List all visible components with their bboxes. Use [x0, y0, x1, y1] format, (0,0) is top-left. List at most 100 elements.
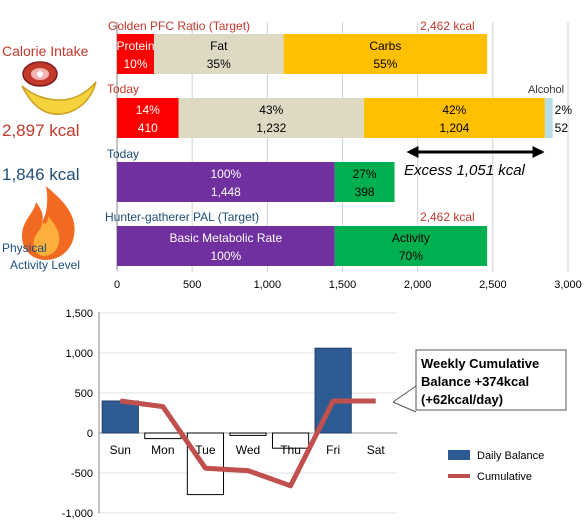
daily-balance-bar-sun [101, 400, 139, 434]
row1-title: Golden PFC Ratio (Target) [108, 19, 250, 33]
bottom-y-tick-label: -1,000 [62, 508, 93, 520]
daily-balance-bar-fri [314, 347, 352, 434]
row1-bars: Protein 10% Fat 35% Carbs 55% [116, 34, 488, 74]
row4-segment-activity [334, 226, 488, 266]
row1-segment-pct: 55% [373, 57, 397, 71]
row4-segment-pct: 100% [210, 249, 241, 263]
row2-segment-value: 52 [555, 121, 569, 135]
row3-title: Today [107, 147, 139, 161]
row2-segment-value: 1,232 [256, 121, 286, 135]
calorie-bar-chart: Golden PFC Ratio (Target) 2,462 kcal Pro… [105, 19, 582, 291]
bottom-y-tick-label: 500 [75, 388, 93, 400]
row2-segment-pct: 14% [136, 103, 160, 117]
activity-title-line1: Physical [2, 241, 47, 255]
meat-and-banana-icon [21, 61, 97, 115]
top-x-tick-label: 0 [114, 279, 120, 291]
bottom-chart-x-labels: Sun Mon Tue Wed Thu Fri Sat [110, 443, 386, 457]
bottom-chart-gridlines [99, 312, 397, 514]
row2-segment-protein [117, 98, 179, 138]
top-x-tick-label: 2,500 [479, 279, 507, 291]
row2-segment-pct: 42% [442, 103, 466, 117]
callout-pointer [392, 385, 417, 403]
row2-segment-fat [178, 98, 364, 138]
row3-segment-value: 398 [355, 185, 375, 199]
row2-bars: 14% 410 43% 1,232 42% 1,204 2% 52 [117, 98, 572, 138]
excess-arrow-head-left [406, 146, 419, 158]
row1-segment-name: Fat [210, 39, 228, 53]
row3-segment-bmr [117, 162, 335, 202]
row1-segment-protein [117, 34, 154, 74]
expenditure-value: 1,846 kcal [2, 165, 80, 184]
excess-annotation: Excess 1,051 kcal [404, 146, 545, 179]
callout-line3: (+62kcal/day) [421, 392, 503, 407]
row1-segment-pct: 35% [207, 57, 231, 71]
row2-segment-value: 1,204 [439, 121, 469, 135]
legend-swatch-daily-balance [448, 450, 470, 460]
x-label-tue: Tue [195, 443, 216, 457]
row1-total-label: 2,462 kcal [420, 19, 475, 33]
row4-segment-pct: 70% [399, 249, 423, 263]
daily-balance-bar-thu [271, 432, 310, 449]
row2-segment-alcohol [544, 98, 553, 138]
callout-box [415, 349, 567, 411]
row3-segment-pct: 100% [210, 167, 241, 181]
row4-title: Hunter-gatherer PAL (Target) [105, 210, 259, 224]
daily-balance-bar-tue [186, 432, 225, 496]
flame-icon [22, 186, 75, 260]
bottom-y-tick-label: 0 [87, 428, 93, 440]
top-x-tick-label: 1,500 [329, 279, 357, 291]
legend-label-daily-balance: Daily Balance [477, 450, 544, 462]
row1-segment-carbs [283, 34, 488, 74]
bottom-y-tick-label: 1,500 [65, 308, 93, 320]
row3-bars: 100% 1,448 27% 398 [117, 162, 395, 202]
x-label-thu: Thu [280, 443, 301, 457]
x-label-wed: Wed [236, 443, 260, 457]
legend: Daily Balance Cumulative [448, 450, 544, 483]
calorie-intake-title: Calorie Intake [2, 43, 89, 59]
weekly-balance-chart: 1,500 1,000 500 0 -500 -1,000 Sun Mon Tue Wed Thu… [62, 308, 567, 520]
bottom-y-tick-label: 1,000 [65, 348, 93, 360]
row1-segment-pct: 10% [123, 57, 147, 71]
legend-label-cumulative: Cumulative [477, 471, 532, 483]
row1-segment-fat [153, 34, 284, 74]
row4-segment-name: Basic Metabolic Rate [169, 231, 282, 245]
x-label-fri: Fri [326, 443, 340, 457]
callout-line1: Weekly Cumulative [421, 356, 539, 371]
row2-segment-pct: 2% [555, 103, 573, 117]
daily-balance-bar-mon [144, 432, 182, 440]
alcohol-label: Alcohol [528, 84, 564, 96]
top-x-tick-label: 2,000 [404, 279, 432, 291]
row4-segment-bmr [117, 226, 335, 266]
row4-segment-name: Activity [392, 231, 430, 245]
weekly-callout: Weekly Cumulative Balance +374kcal (+62k… [392, 349, 567, 413]
row2-segment-carbs [363, 98, 545, 138]
daily-balance-bar-wed [229, 432, 267, 436]
row4-total-label: 2,462 kcal [420, 210, 475, 224]
daily-balance-bars [101, 347, 352, 496]
cumulative-line [119, 398, 376, 489]
callout-pointer-2 [392, 401, 417, 413]
activity-title-line2: Activity Level [10, 258, 80, 272]
row3-segment-value: 1,448 [211, 185, 241, 199]
x-label-mon: Mon [151, 443, 174, 457]
excess-annotation-text: Excess 1,051 kcal [404, 162, 526, 179]
top-chart-x-ticks: 0 500 1,000 1,500 2,000 2,500 3,000 [114, 279, 582, 291]
x-label-sun: Sun [110, 443, 131, 457]
x-label-sat: Sat [367, 443, 386, 457]
row2-segment-value: 410 [138, 121, 158, 135]
bottom-y-tick-label: -500 [71, 468, 93, 480]
calorie-intake-value: 2,897 kcal [2, 121, 80, 140]
callout-line2: Balance +374kcal [421, 374, 529, 389]
top-x-tick-label: 1,000 [254, 279, 282, 291]
bottom-chart-y-ticks: 1,500 1,000 500 0 -500 -1,000 [62, 308, 93, 520]
left-panel: Calorie Intake 2,897 kcal 1,846 kcal Phy… [2, 43, 97, 272]
top-x-tick-label: 500 [183, 279, 201, 291]
row1-segment-name: Carbs [369, 39, 401, 53]
excess-arrow-head-right [532, 146, 545, 158]
row2-segment-pct: 43% [259, 103, 283, 117]
row1-segment-name: Protein [116, 39, 154, 53]
top-x-tick-label: 3,000 [554, 279, 582, 291]
row3-segment-pct: 27% [353, 167, 377, 181]
row4-bars: Basic Metabolic Rate 100% Activity 70% [117, 226, 488, 266]
